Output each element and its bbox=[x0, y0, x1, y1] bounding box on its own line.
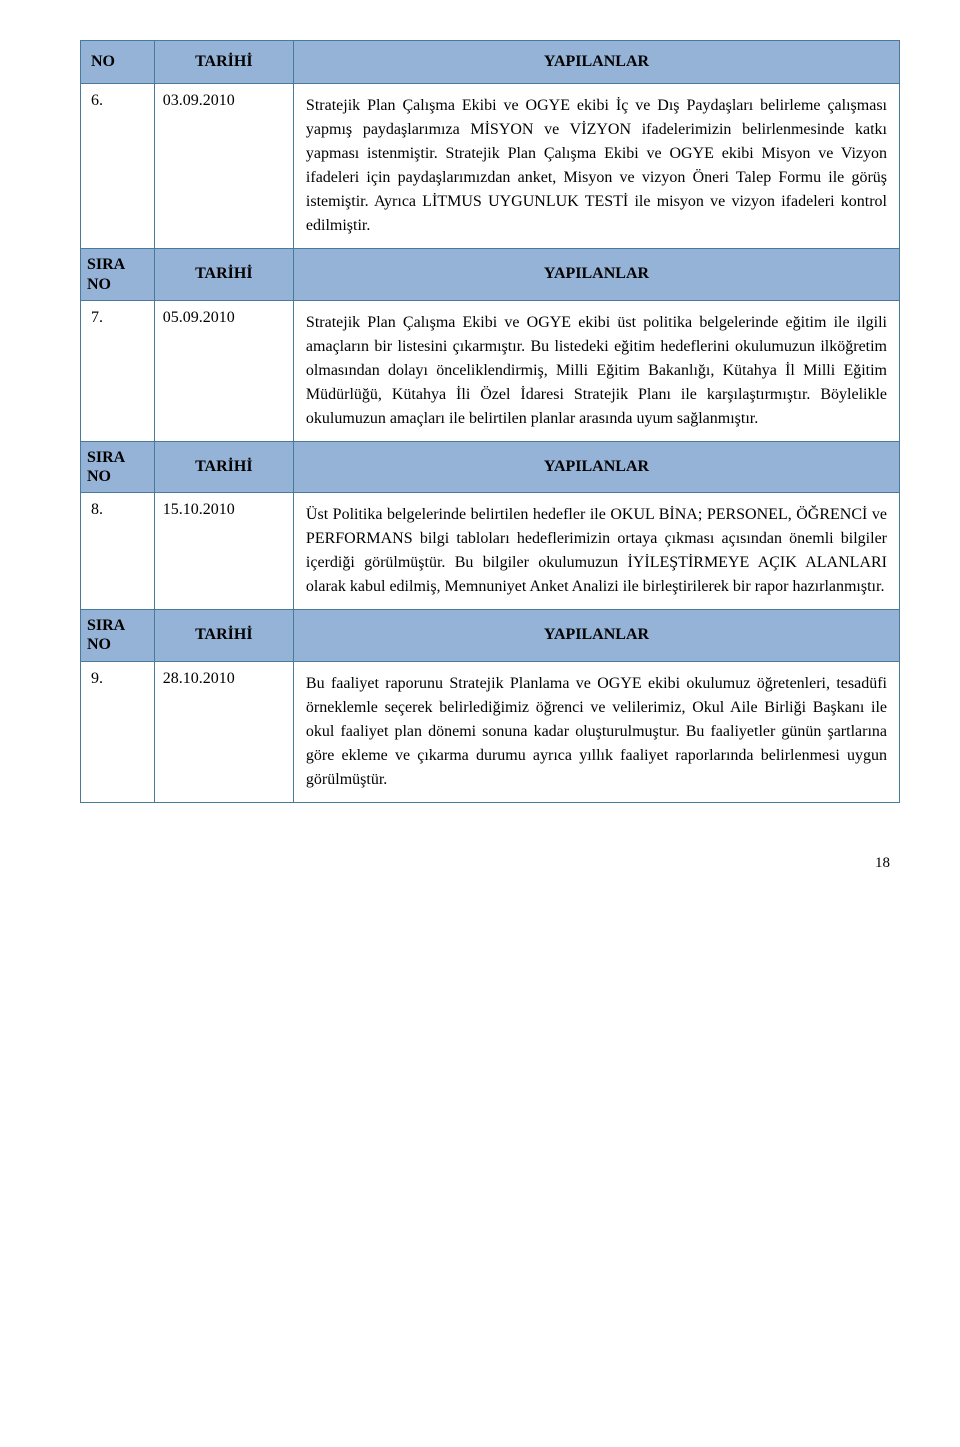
table-row: 9. 28.10.2010 Bu faaliyet raporunu Strat… bbox=[81, 661, 900, 802]
header-sira-no: SIRA NO bbox=[81, 249, 155, 300]
header-tarihi: TARİHİ bbox=[154, 249, 293, 300]
header-tarihi: TARİHİ bbox=[154, 610, 293, 661]
header-sira-line1: SIRA bbox=[87, 616, 148, 635]
row-date: 05.09.2010 bbox=[154, 300, 293, 441]
row-no: 9. bbox=[81, 661, 155, 802]
header-yapilanlar: YAPILANLAR bbox=[293, 610, 899, 661]
document-table: NO TARİHİ YAPILANLAR 6. 03.09.2010 Strat… bbox=[80, 40, 900, 803]
header-sira-line2: NO bbox=[87, 275, 148, 294]
row-no: 8. bbox=[81, 493, 155, 610]
row-content: Stratejik Plan Çalışma Ekibi ve OGYE eki… bbox=[293, 84, 899, 249]
header-sira-line1: SIRA bbox=[87, 255, 148, 274]
header-sira-line2: NO bbox=[87, 635, 148, 654]
header-tarihi: TARİHİ bbox=[154, 441, 293, 492]
header-sira-line1: SIRA bbox=[87, 448, 148, 467]
table-header-row: SIRA NO TARİHİ YAPILANLAR bbox=[81, 441, 900, 492]
header-sira-no: SIRA NO bbox=[81, 441, 155, 492]
table-header-row: NO TARİHİ YAPILANLAR bbox=[81, 41, 900, 84]
header-sira-no: SIRA NO bbox=[81, 610, 155, 661]
table-row: 6. 03.09.2010 Stratejik Plan Çalışma Eki… bbox=[81, 84, 900, 249]
table-row: 8. 15.10.2010 Üst Politika belgelerinde … bbox=[81, 493, 900, 610]
row-content: Üst Politika belgelerinde belirtilen hed… bbox=[293, 493, 899, 610]
header-yapilanlar: YAPILANLAR bbox=[293, 41, 899, 84]
header-yapilanlar: YAPILANLAR bbox=[293, 441, 899, 492]
page-number: 18 bbox=[80, 853, 900, 874]
header-yapilanlar: YAPILANLAR bbox=[293, 249, 899, 300]
header-tarihi: TARİHİ bbox=[154, 41, 293, 84]
table-header-row: SIRA NO TARİHİ YAPILANLAR bbox=[81, 249, 900, 300]
row-date: 28.10.2010 bbox=[154, 661, 293, 802]
row-date: 15.10.2010 bbox=[154, 493, 293, 610]
table-header-row: SIRA NO TARİHİ YAPILANLAR bbox=[81, 610, 900, 661]
header-sira-line2: NO bbox=[87, 467, 148, 486]
row-content: Bu faaliyet raporunu Stratejik Planlama … bbox=[293, 661, 899, 802]
row-no: 7. bbox=[81, 300, 155, 441]
row-no: 6. bbox=[81, 84, 155, 249]
row-content: Stratejik Plan Çalışma Ekibi ve OGYE eki… bbox=[293, 300, 899, 441]
header-no: NO bbox=[81, 41, 155, 84]
table-row: 7. 05.09.2010 Stratejik Plan Çalışma Eki… bbox=[81, 300, 900, 441]
row-date: 03.09.2010 bbox=[154, 84, 293, 249]
